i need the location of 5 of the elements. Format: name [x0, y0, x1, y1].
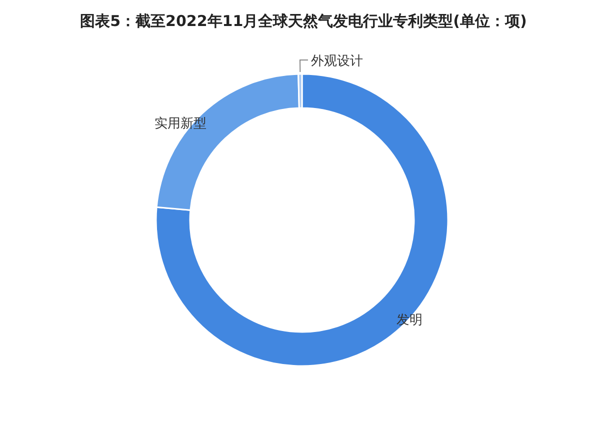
slice-label: 实用新型: [154, 116, 206, 132]
slice-label: 外观设计: [310, 54, 363, 70]
donut-slice: [155, 73, 449, 367]
slice-label: 发明: [396, 312, 422, 328]
chart-title: 图表5：截至2022年11月全球天然气发电行业专利类型(单位：项): [80, 12, 527, 30]
